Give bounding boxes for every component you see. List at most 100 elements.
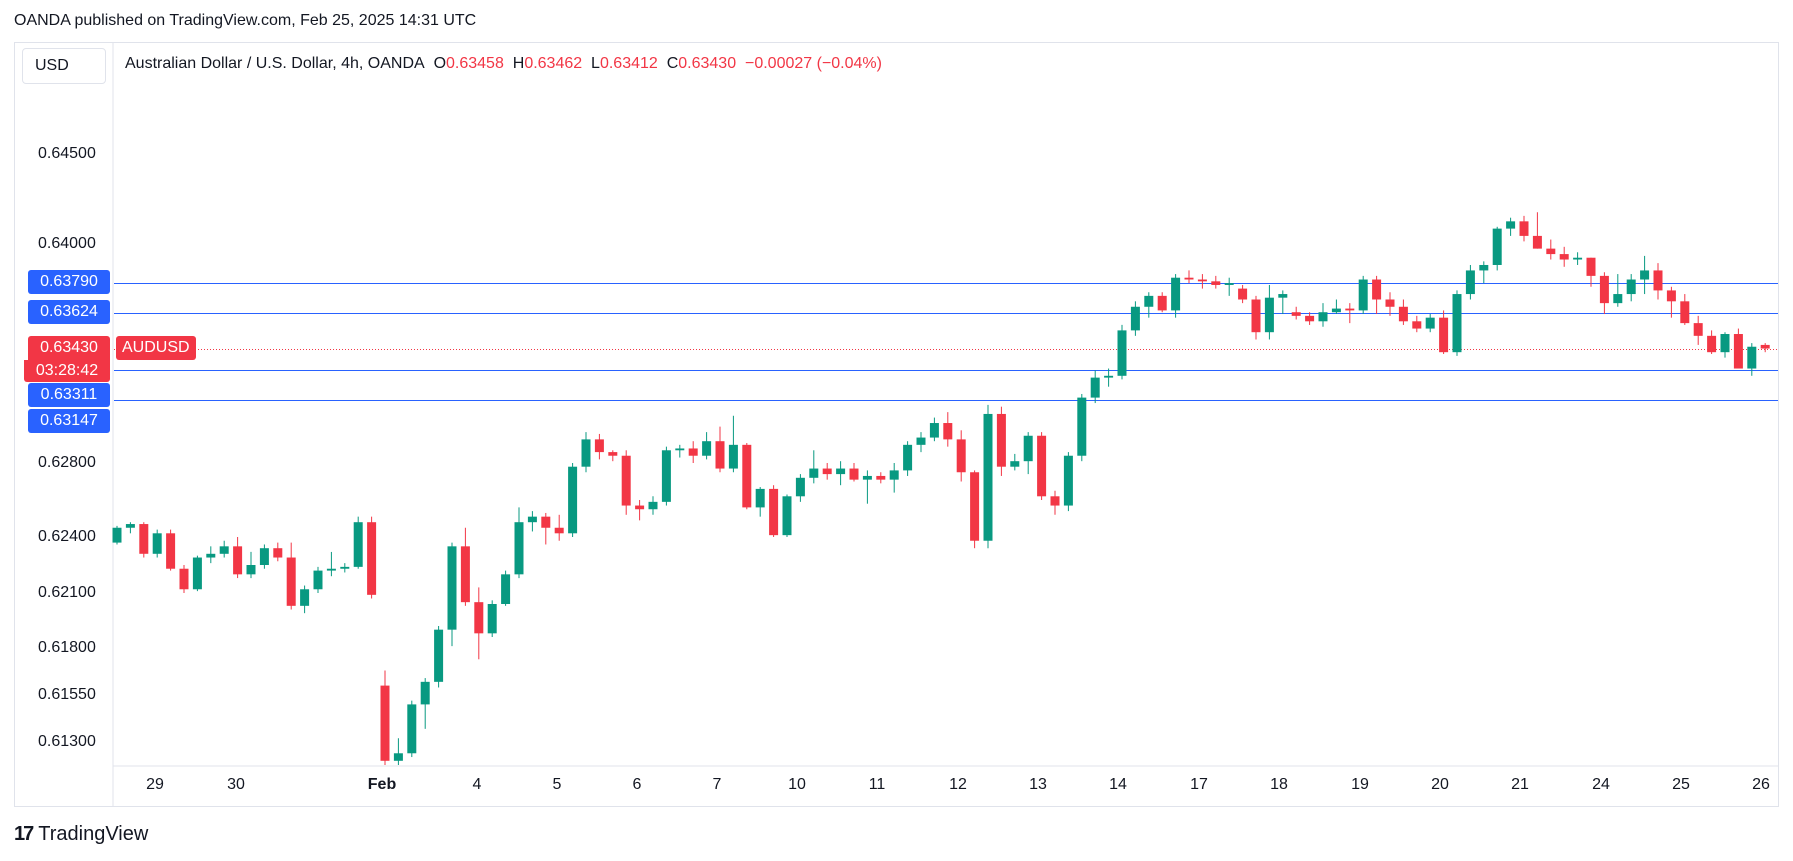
price-tick: 0.61550 [38, 686, 96, 703]
candle-down [367, 522, 377, 595]
candle-down [876, 475, 886, 480]
candle-up [1747, 346, 1757, 369]
candle-up [1130, 306, 1140, 331]
candle-up [1144, 295, 1154, 307]
candle-up [1077, 397, 1087, 456]
candle-down [1385, 299, 1395, 307]
symbol-name: Australian Dollar / U.S. Dollar, 4h, OAN… [125, 55, 425, 72]
candle-up [1090, 377, 1100, 398]
candle-up [1640, 270, 1650, 280]
high-label: H [512, 55, 525, 72]
candle-down [635, 505, 645, 510]
candle-up [862, 475, 872, 480]
candle-up [1613, 294, 1623, 304]
level-tag[interactable]: 0.63311 [28, 383, 110, 407]
time-tick: 11 [868, 776, 886, 793]
candle-up [1452, 294, 1462, 353]
time-tick: 19 [1351, 776, 1369, 793]
candle-up [661, 450, 671, 502]
candle-up [192, 557, 202, 590]
candle-up [983, 413, 993, 541]
candle-down [474, 602, 484, 634]
candle-up [501, 574, 511, 604]
level-tag[interactable]: 0.63147 [28, 409, 110, 433]
time-tick: 6 [632, 776, 642, 793]
candle-down [688, 448, 698, 456]
candle-down [1291, 312, 1301, 316]
candle-down [1157, 295, 1167, 311]
level-tag[interactable]: 0.63624 [28, 300, 110, 324]
candle-down [1398, 306, 1408, 322]
change-value: −0.00027 (−0.04%) [744, 55, 882, 72]
candle-up [1506, 221, 1516, 229]
candle-up [434, 629, 444, 682]
candle-up [1492, 228, 1502, 265]
candle-down [1680, 301, 1690, 324]
candle-down [1345, 308, 1355, 311]
candle-down [1546, 248, 1556, 255]
tradingview-logo-icon: 17 [14, 823, 34, 845]
candle-up [568, 466, 578, 534]
candlesticks [112, 212, 1770, 765]
candle-up [1358, 279, 1368, 311]
horizontal-levels [114, 283, 1778, 401]
candle-down [1760, 344, 1770, 349]
close-value: 0.63430 [678, 55, 737, 72]
price-tick: 0.61300 [38, 733, 96, 750]
candle-down [166, 533, 176, 569]
candle-down [1372, 279, 1382, 300]
level-tag[interactable]: 0.63790 [28, 270, 110, 294]
candle-up [1331, 308, 1341, 313]
candle-up [112, 527, 122, 543]
candle-up [313, 570, 323, 590]
candle-down [1412, 321, 1422, 329]
candle-up [755, 488, 765, 508]
price-tick: 0.62100 [38, 584, 96, 601]
brand-name: TradingView [38, 823, 149, 845]
candle-up [1626, 279, 1636, 295]
candle-up [1720, 334, 1730, 353]
price-tick: 0.62400 [38, 528, 96, 545]
candle-down [594, 439, 604, 453]
candle-up [206, 553, 216, 558]
time-tick: 13 [1029, 776, 1047, 793]
time-tick: 26 [1752, 776, 1770, 793]
candle-up [246, 565, 256, 575]
candle-up [1318, 312, 1328, 322]
candle-up [648, 501, 658, 510]
time-tick: 25 [1672, 776, 1690, 793]
candle-down [460, 546, 470, 603]
candle-up [326, 568, 336, 571]
candle-down [380, 685, 390, 761]
attribution-text: OANDA published on TradingView.com, Feb … [14, 12, 477, 29]
candle-down [943, 423, 953, 440]
candle-up [407, 704, 417, 754]
price-tick: 0.64500 [38, 145, 96, 162]
candle-down [1197, 279, 1207, 282]
symbol-legend: Australian Dollar / U.S. Dollar, 4h, OAN… [125, 55, 882, 73]
candle-up [1425, 317, 1435, 329]
low-label: L [591, 55, 600, 72]
time-tick: 20 [1431, 776, 1449, 793]
candle-up [527, 516, 537, 523]
candle-down [1586, 257, 1596, 276]
candle-up [219, 546, 229, 554]
candle-down [769, 488, 779, 536]
current-price-tag: 0.63430 [28, 336, 110, 360]
candle-up [1264, 297, 1274, 333]
candle-up [1224, 283, 1234, 285]
candle-down [1251, 299, 1261, 333]
candle-down [970, 472, 980, 541]
candle-up [675, 448, 685, 451]
candle-up [836, 468, 846, 475]
candle-up [889, 470, 899, 480]
candle-down [1599, 275, 1609, 304]
candle-up [1278, 294, 1288, 298]
currency-selector[interactable]: USD [22, 48, 106, 84]
candle-down [742, 444, 752, 508]
tradingview-brand[interactable]: 17 TradingView [14, 823, 148, 846]
candle-up [447, 546, 457, 630]
candle-down [1184, 277, 1194, 280]
chart-panel[interactable] [14, 42, 1779, 807]
